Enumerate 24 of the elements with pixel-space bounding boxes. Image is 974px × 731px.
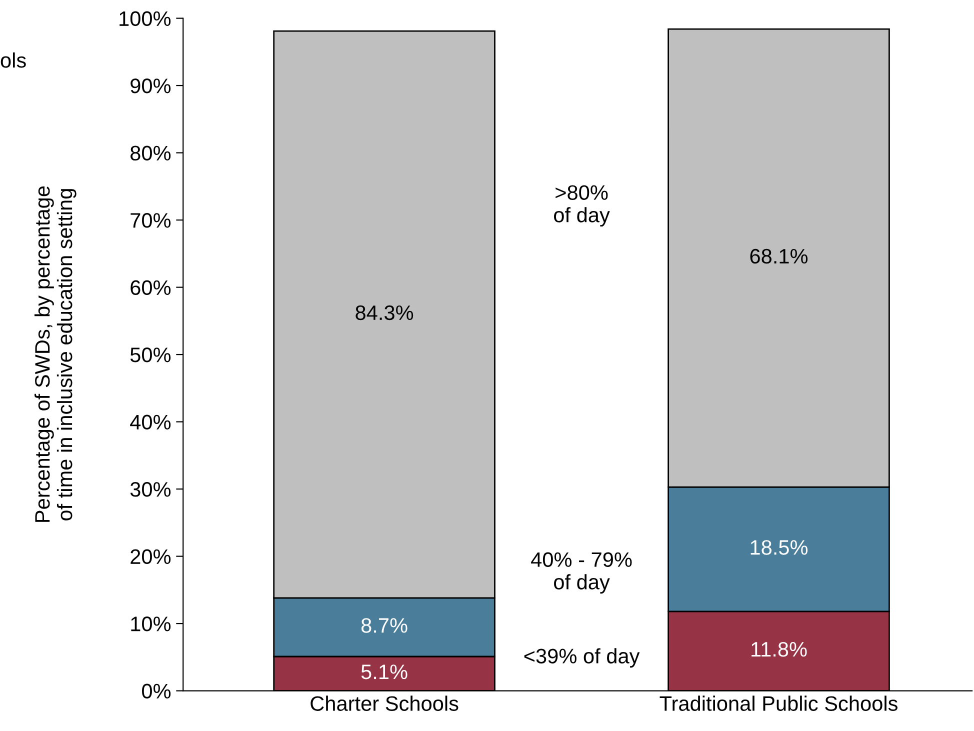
y-tick-label: 90%	[130, 78, 171, 94]
y-tick-label: 10%	[131, 616, 171, 632]
y-tick-label: 0%	[142, 684, 171, 699]
data-label: 8.7%	[361, 618, 408, 633]
data-label: 18.5%	[750, 540, 808, 555]
data-label: 84.3%	[356, 305, 414, 320]
data-label: 11.8%	[752, 642, 807, 657]
y-tick-label: 60%	[130, 280, 171, 296]
y-tick-label: 40%	[130, 414, 171, 430]
data-label: 5.1%	[361, 664, 408, 680]
text: >80% of day	[554, 185, 610, 226]
text: ols	[0, 52, 26, 68]
data-label: 68.1%	[750, 248, 808, 264]
y-tick-label: 30%	[130, 482, 171, 497]
x-tick-label: Charter Schools	[310, 696, 458, 711]
y-axis-title: Percentage of SWDs, by percentage of time in inclusive education setting	[34, 186, 76, 522]
x-tick-label: Traditional Public Schools	[660, 696, 898, 711]
y-tick-label: 80%	[130, 146, 171, 161]
series-label: 40% - 79% of day	[531, 552, 632, 594]
y-tick-label: 20%	[130, 549, 171, 564]
y-tick-label: 100%	[120, 11, 171, 26]
series-label: <39% of day	[524, 648, 640, 668]
y-tick-label: 50%	[130, 348, 171, 362]
y-tick-label: 70%	[130, 213, 171, 228]
